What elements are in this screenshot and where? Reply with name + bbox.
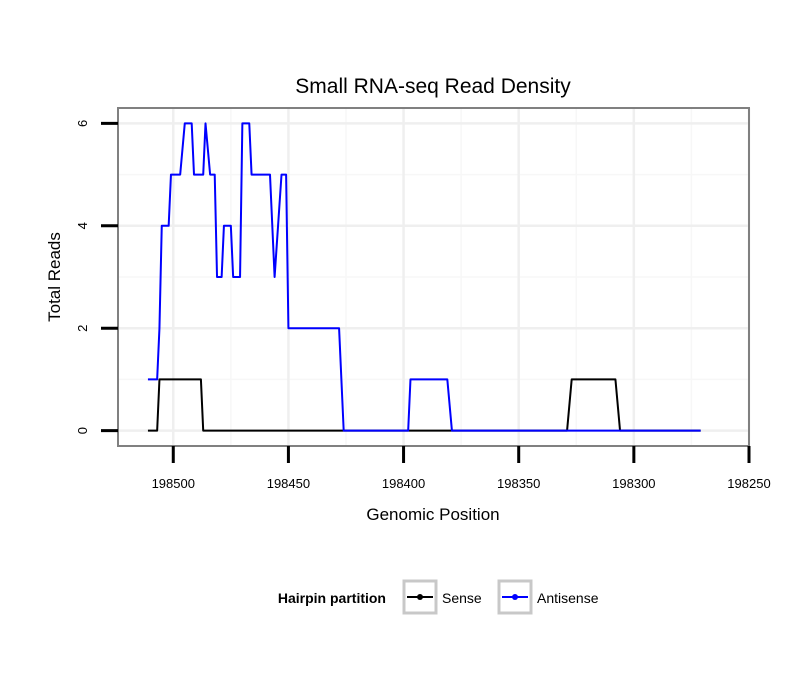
legend-key-antisense bbox=[497, 579, 533, 615]
legend-label-sense: Sense bbox=[442, 590, 482, 606]
x-axis-title: Genomic Position bbox=[366, 505, 499, 524]
series-line-antisense bbox=[147, 122, 701, 432]
x-tick-label: 198350 bbox=[497, 476, 540, 491]
legend-label-antisense: Antisense bbox=[537, 590, 599, 606]
x-axis-tick-labels: 198500 198450 198400 198350 198300 198250 bbox=[152, 476, 771, 491]
x-axis-ticks bbox=[171, 446, 751, 463]
plot-panel-border bbox=[117, 107, 750, 447]
minor-gridlines bbox=[118, 108, 749, 446]
legend-key-point bbox=[512, 594, 518, 600]
legend: Hairpin partition Sense Antisense bbox=[278, 579, 599, 615]
legend-key-sense bbox=[402, 579, 438, 615]
x-tick-label: 198400 bbox=[382, 476, 425, 491]
y-axis-ticks bbox=[101, 121, 118, 433]
series-lines bbox=[147, 122, 701, 432]
y-tick-label: 0 bbox=[75, 427, 90, 434]
y-axis-tick-labels: 0 2 4 6 bbox=[75, 120, 90, 435]
legend-title: Hairpin partition bbox=[278, 590, 386, 606]
x-tick-label: 198450 bbox=[267, 476, 310, 491]
x-tick-label: 198300 bbox=[612, 476, 655, 491]
x-tick-label: 198500 bbox=[152, 476, 195, 491]
legend-key-point bbox=[417, 594, 423, 600]
y-tick-label: 4 bbox=[75, 222, 90, 229]
chart-title: Small RNA-seq Read Density bbox=[295, 75, 571, 98]
y-tick-label: 2 bbox=[75, 325, 90, 332]
y-tick-label: 6 bbox=[75, 120, 90, 127]
y-axis-title: Total Reads bbox=[45, 232, 64, 322]
x-tick-label: 198250 bbox=[727, 476, 770, 491]
